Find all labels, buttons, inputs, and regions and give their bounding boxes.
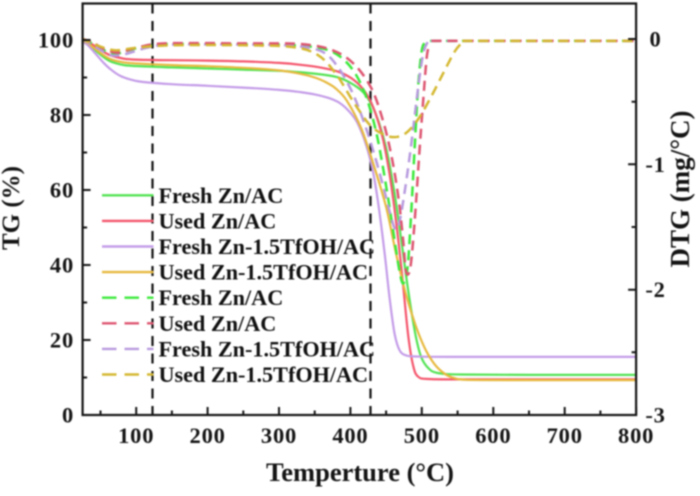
svg-text:0: 0 (62, 403, 74, 428)
svg-text:100: 100 (118, 423, 154, 448)
svg-text:Fresh Zn-1.5TfOH/AC: Fresh Zn-1.5TfOH/AC (159, 336, 376, 361)
svg-text:400: 400 (332, 423, 368, 448)
svg-text:300: 300 (261, 423, 297, 448)
svg-text:20: 20 (50, 328, 74, 353)
svg-text:200: 200 (190, 423, 226, 448)
svg-text:Temperture (°C): Temperture (°C) (266, 457, 454, 487)
svg-text:Used Zn/AC: Used Zn/AC (159, 208, 277, 233)
svg-text:Fresh Zn-1.5TfOH/AC: Fresh Zn-1.5TfOH/AC (159, 234, 376, 259)
svg-text:800: 800 (618, 423, 654, 448)
svg-text:60: 60 (50, 178, 74, 203)
svg-text:Used Zn-1.5TfOH/AC: Used Zn-1.5TfOH/AC (159, 362, 369, 387)
svg-text:700: 700 (547, 423, 583, 448)
svg-text:600: 600 (475, 423, 511, 448)
svg-text:500: 500 (404, 423, 440, 448)
svg-text:-1: -1 (645, 152, 665, 177)
svg-text:-3: -3 (645, 403, 665, 428)
svg-text:0: 0 (649, 27, 661, 52)
svg-text:Used Zn/AC: Used Zn/AC (159, 311, 277, 336)
svg-text:Fresh Zn/AC: Fresh Zn/AC (159, 285, 284, 310)
svg-text:-2: -2 (645, 277, 665, 302)
svg-text:40: 40 (50, 253, 74, 278)
svg-text:80: 80 (50, 103, 74, 128)
svg-text:100: 100 (38, 28, 74, 53)
svg-text:DTG (mg/°C): DTG (mg/°C) (665, 110, 695, 267)
svg-text:Fresh Zn/AC: Fresh Zn/AC (159, 183, 284, 208)
svg-text:TG (%): TG (%) (0, 166, 25, 250)
svg-text:Used Zn-1.5TfOH/AC: Used Zn-1.5TfOH/AC (159, 260, 369, 285)
